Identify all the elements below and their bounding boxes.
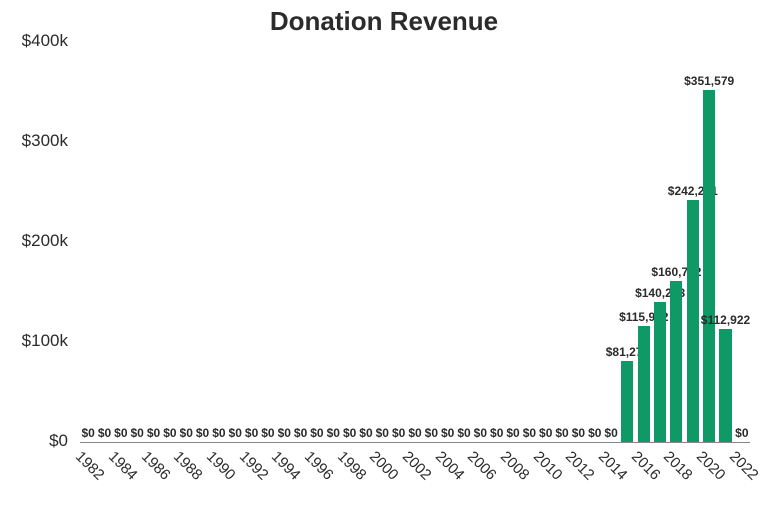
bar-value-label: $0 — [441, 426, 454, 440]
bar-value-label: $0 — [359, 426, 372, 440]
donation-revenue-chart: Donation Revenue $0$100k$200k$300k$400k$… — [0, 0, 768, 512]
bar-value-label: $0 — [523, 426, 536, 440]
x-tick-label: 2004 — [432, 448, 468, 484]
x-tick-label: 2006 — [464, 448, 500, 484]
chart-title: Donation Revenue — [0, 6, 768, 37]
bar-value-label: $0 — [163, 426, 176, 440]
bar-value-label: $0 — [278, 426, 291, 440]
bar-value-label: $0 — [245, 426, 258, 440]
x-tick-label: 1986 — [138, 448, 174, 484]
bar — [670, 281, 682, 442]
bar-value-label: $112,922 — [701, 313, 750, 327]
plot-area: $0$100k$200k$300k$400k$01982$0$01984$0$0… — [80, 42, 750, 442]
x-tick-label: 2022 — [726, 448, 762, 484]
bar-value-label: $0 — [474, 426, 487, 440]
x-tick-label: 2018 — [660, 448, 696, 484]
x-tick-label: 2012 — [562, 448, 598, 484]
bar-value-label: $0 — [81, 426, 94, 440]
bar-value-label: $0 — [131, 426, 144, 440]
bar — [654, 302, 666, 442]
x-axis-line — [80, 442, 750, 443]
bar-value-label: $0 — [588, 426, 601, 440]
bar — [719, 329, 731, 442]
y-tick-label: $200k — [0, 231, 68, 251]
y-tick-label: $400k — [0, 31, 68, 51]
x-tick-label: 1998 — [334, 448, 370, 484]
x-tick-label: 2008 — [497, 448, 533, 484]
bar-value-label: $0 — [343, 426, 356, 440]
bar — [703, 90, 715, 442]
x-tick-label: 1984 — [105, 448, 141, 484]
bar-value-label: $0 — [376, 426, 389, 440]
bar-value-label: $0 — [196, 426, 209, 440]
y-tick-label: $100k — [0, 331, 68, 351]
bar-value-label: $0 — [147, 426, 160, 440]
x-tick-label: 1982 — [72, 448, 108, 484]
bar-value-label: $0 — [555, 426, 568, 440]
bar-value-label: $0 — [506, 426, 519, 440]
x-tick-label: 1992 — [236, 448, 272, 484]
bar-value-label: $0 — [114, 426, 127, 440]
bar-value-label: $0 — [408, 426, 421, 440]
bar-value-label: $0 — [327, 426, 340, 440]
x-tick-label: 2016 — [628, 448, 664, 484]
y-tick-label: $300k — [0, 131, 68, 151]
bar-value-label: $0 — [425, 426, 438, 440]
x-tick-label: 1996 — [301, 448, 337, 484]
bar-value-label: $0 — [229, 426, 242, 440]
y-tick-label: $0 — [0, 431, 68, 451]
bar-value-label: $0 — [98, 426, 111, 440]
bar-value-label: $0 — [310, 426, 323, 440]
bar-value-label: $0 — [735, 426, 748, 440]
bar-value-label: $0 — [392, 426, 405, 440]
x-tick-label: 2014 — [595, 448, 631, 484]
x-tick-label: 2000 — [366, 448, 402, 484]
bar-value-label: $0 — [490, 426, 503, 440]
x-tick-label: 2010 — [530, 448, 566, 484]
x-tick-label: 2002 — [399, 448, 435, 484]
x-tick-label: 2020 — [693, 448, 729, 484]
bar-value-label: $351,579 — [684, 74, 734, 88]
bar-value-label: $0 — [604, 426, 617, 440]
x-tick-label: 1990 — [203, 448, 239, 484]
bar — [638, 326, 650, 442]
bar-value-label: $0 — [212, 426, 225, 440]
x-tick-label: 1994 — [268, 448, 304, 484]
bar-value-label: $0 — [294, 426, 307, 440]
x-tick-label: 1988 — [170, 448, 206, 484]
bar-value-label: $0 — [180, 426, 193, 440]
bar-value-label: $0 — [457, 426, 470, 440]
bar-value-label: $0 — [539, 426, 552, 440]
bar-value-label: $0 — [261, 426, 274, 440]
bar — [687, 200, 699, 442]
bar — [621, 361, 633, 442]
bar-value-label: $0 — [572, 426, 585, 440]
